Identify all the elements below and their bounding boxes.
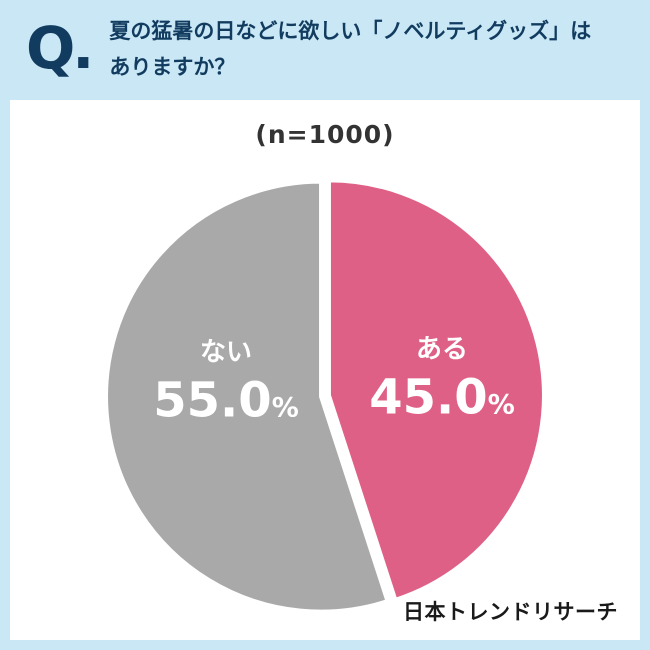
slice-value-number-aru: 45.0 <box>369 369 488 426</box>
pie-slice-ない <box>104 179 390 614</box>
slice-value-unit-aru: % <box>487 389 515 421</box>
slice-name-aru: ある <box>415 334 468 365</box>
slice-value-number-nai: 55.0 <box>153 372 272 429</box>
source-credit: 日本トレンドリサーチ <box>403 600 618 624</box>
slice-value-nai: 55.0% <box>153 377 299 425</box>
chart-panel: (n=1000) ある 45.0% ない 55.0% 日本トレンドリサーチ <box>10 100 640 640</box>
q-logo-text: Q. <box>26 14 94 82</box>
question-line-2: ありますか？ <box>109 55 236 79</box>
slice-label-aru: ある 45.0% <box>369 334 515 421</box>
slice-value-aru: 45.0% <box>369 374 515 422</box>
pie-chart: ある 45.0% ない 55.0% <box>95 166 555 626</box>
pie-svg <box>104 178 546 614</box>
slice-value-unit-nai: % <box>271 392 299 424</box>
slice-label-nai: ない 55.0% <box>153 337 299 424</box>
pie-slice-ある <box>326 178 546 602</box>
question-line-1: 夏の猛暑の日などに欲しい「ノベルティグッズ」は <box>109 19 592 44</box>
q-logo-icon: Q. <box>26 19 94 81</box>
slice-name-nai: ない <box>199 337 252 368</box>
question-header: Q. 夏の猛暑の日などに欲しい「ノベルティグッズ」は ありますか？ <box>0 0 650 100</box>
question-text: 夏の猛暑の日などに欲しい「ノベルティグッズ」は ありますか？ <box>109 14 591 85</box>
sample-size-label: (n=1000) <box>255 120 395 149</box>
